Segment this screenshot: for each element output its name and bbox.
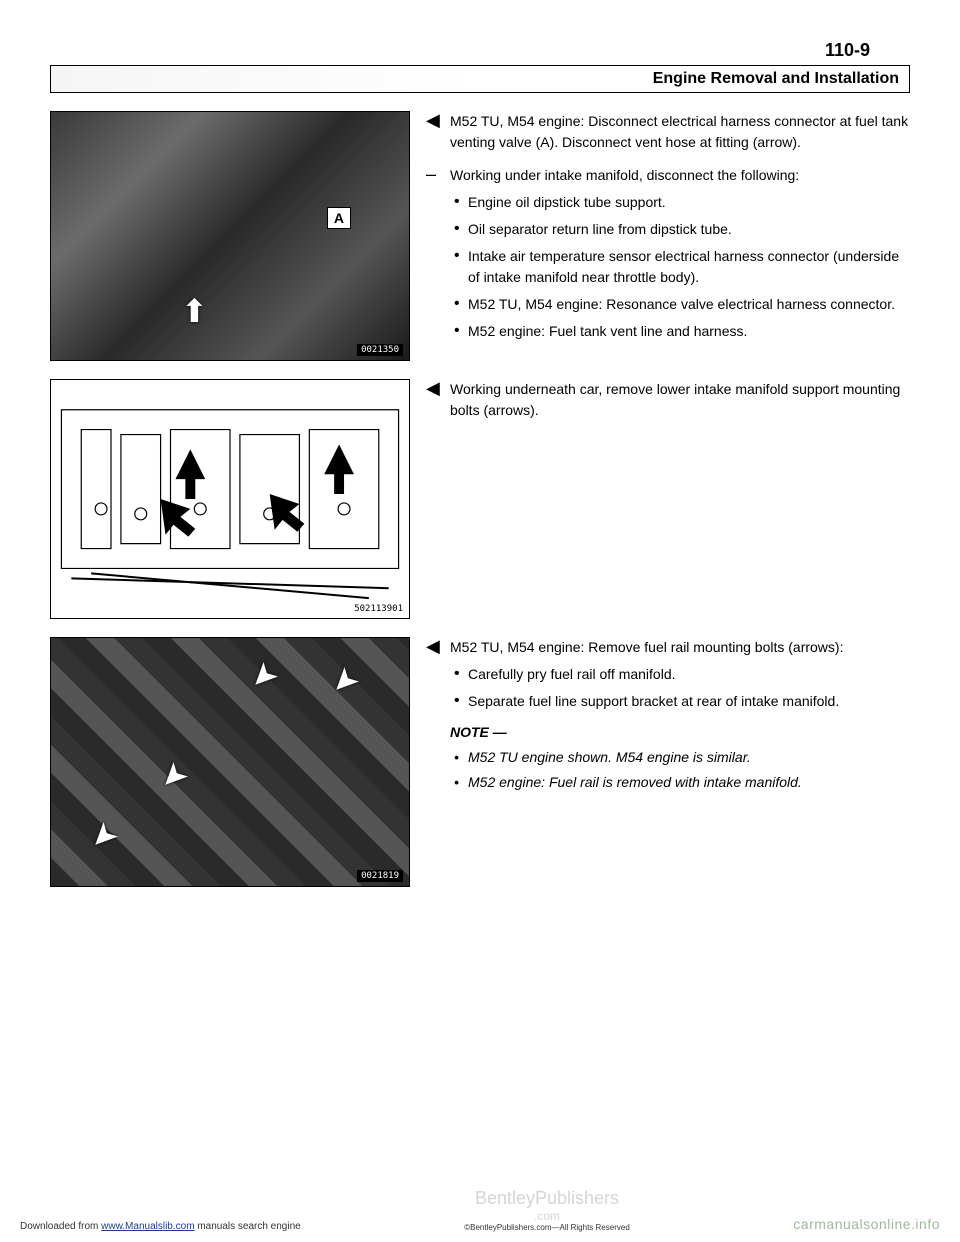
- engine-photo-1: A ⬆ 0021350: [50, 111, 410, 361]
- diagram-id: 502113901: [354, 604, 403, 614]
- pointer-marker: ◀: [426, 379, 450, 421]
- header-bar: Engine Removal and Installation: [50, 65, 910, 93]
- note-item: M52 engine: Fuel rail is removed with in…: [450, 772, 910, 793]
- pointer-marker: ◀: [426, 637, 450, 797]
- arrow-indicator: ➤: [81, 814, 127, 860]
- page-footer: Downloaded from www.Manualslib.com manua…: [0, 1188, 960, 1232]
- section3-text: Working underneath car, remove lower int…: [450, 379, 910, 421]
- bullet-item: Separate fuel line support bracket at re…: [450, 691, 910, 712]
- manifold-diagram: 502113901: [50, 379, 410, 619]
- pointer-marker: ◀: [426, 111, 450, 153]
- bullet-item: M52 TU, M54 engine: Resonance valve elec…: [450, 294, 910, 315]
- section2-bullets: Engine oil dipstick tube support. Oil se…: [450, 192, 910, 342]
- note-heading: NOTE —: [450, 722, 910, 743]
- manualslib-link[interactable]: www.Manualslib.com: [101, 1221, 194, 1232]
- section4-bullets: Carefully pry fuel rail off manifold. Se…: [450, 664, 910, 712]
- bullet-item: Engine oil dipstick tube support.: [450, 192, 910, 213]
- bullet-item: Carefully pry fuel rail off manifold.: [450, 664, 910, 685]
- photo-id-3: 0021819: [357, 870, 403, 882]
- arrow-indicator: ➤: [323, 659, 369, 705]
- arrow-indicator: ➤: [151, 754, 197, 800]
- dash-marker: –: [426, 165, 450, 348]
- note-list: M52 TU engine shown. M54 engine is simil…: [450, 747, 910, 793]
- photo-id-1: 0021350: [357, 344, 403, 356]
- bullet-item: M52 engine: Fuel tank vent line and harn…: [450, 321, 910, 342]
- footer-center: BentleyPublishers .com ©BentleyPublisher…: [301, 1188, 794, 1232]
- arrow-indicator: ➤: [241, 654, 287, 700]
- section1-text: M52 TU, M54 engine: Disconnect electrica…: [450, 111, 910, 153]
- section2-intro: Working under intake manifold, disconnec…: [450, 167, 799, 183]
- header-title: Engine Removal and Installation: [61, 70, 899, 88]
- footer-right-watermark: carmanualsonline.info: [793, 1216, 940, 1232]
- footer-left: Downloaded from www.Manualslib.com manua…: [20, 1221, 301, 1232]
- photo-label-a: A: [327, 207, 351, 229]
- page-number: 110-9: [50, 40, 910, 61]
- arrow-indicator: ⬆: [181, 292, 208, 330]
- bullet-item: Oil separator return line from dipstick …: [450, 219, 910, 240]
- fuel-rail-photo: ➤ ➤ ➤ ➤ 0021819: [50, 637, 410, 887]
- section4-intro: M52 TU, M54 engine: Remove fuel rail mou…: [450, 639, 843, 655]
- bullet-item: Intake air temperature sensor electrical…: [450, 246, 910, 288]
- note-item: M52 TU engine shown. M54 engine is simil…: [450, 747, 910, 768]
